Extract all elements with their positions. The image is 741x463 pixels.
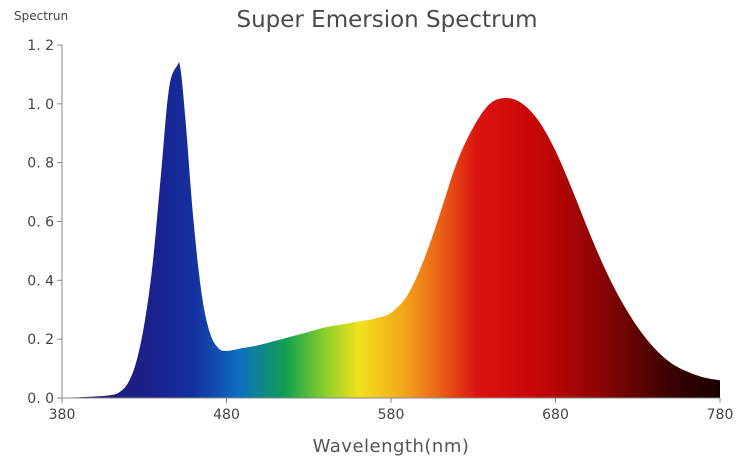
x-axis-label: Wavelength(nm) (313, 436, 470, 457)
y-axis-label: Spectrun (14, 9, 68, 23)
x-tick-label: 780 (707, 407, 734, 423)
x-tick-label: 680 (542, 407, 569, 423)
y-tick-label: 0. 2 (27, 332, 54, 348)
x-tick-label: 580 (378, 407, 405, 423)
spectrum-area-layer (62, 62, 720, 398)
y-tick-label: 1. 2 (27, 38, 54, 54)
y-tick-label: 0. 6 (27, 215, 54, 231)
x-tick-label: 380 (49, 407, 76, 423)
x-tick-label: 480 (213, 407, 240, 423)
y-tick-label: 0. 8 (27, 156, 54, 172)
y-tick-label: 1. 0 (27, 97, 54, 113)
chart-title: Super Emersion Spectrum (236, 7, 537, 33)
y-tick-group: 0. 0 0. 2 0. 4 0. 6 0. 8 1. 0 1. 2 (27, 38, 62, 407)
y-tick-label: 0. 4 (27, 273, 54, 289)
y-tick-label: 0. 0 (27, 391, 54, 407)
x-tick-group: 380 480 580 680 780 (49, 398, 734, 423)
spectrum-area (62, 62, 720, 398)
